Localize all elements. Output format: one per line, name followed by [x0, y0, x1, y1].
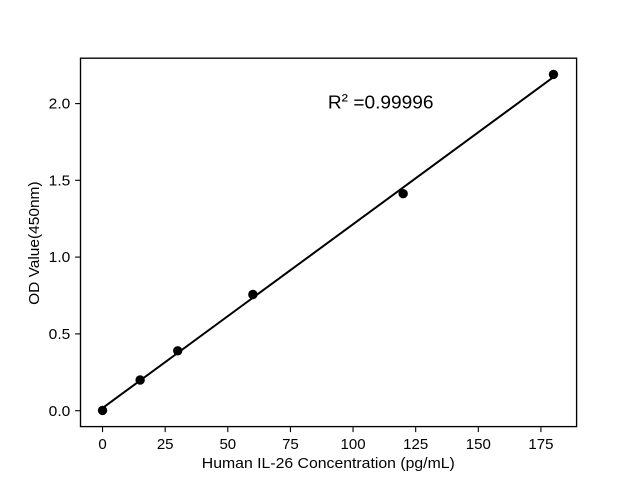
svg-text:1.0: 1.0 [49, 249, 71, 266]
svg-text:OD Value(450nm): OD Value(450nm) [26, 181, 43, 305]
svg-text:125: 125 [403, 436, 428, 453]
svg-text:2.0: 2.0 [49, 96, 71, 113]
svg-text:0: 0 [98, 436, 106, 453]
svg-text:0.5: 0.5 [49, 326, 71, 343]
svg-text:75: 75 [282, 436, 299, 453]
svg-text:50: 50 [219, 436, 236, 453]
svg-text:Human IL-26 Concentration (pg/: Human IL-26 Concentration (pg/mL) [202, 455, 455, 472]
svg-text:150: 150 [466, 436, 491, 453]
svg-text:1.5: 1.5 [49, 172, 71, 189]
svg-text:175: 175 [528, 436, 553, 453]
svg-text:0.0: 0.0 [49, 403, 71, 420]
svg-text:R² =0.99996: R² =0.99996 [328, 91, 434, 113]
svg-text:25: 25 [157, 436, 174, 453]
svg-text:100: 100 [341, 436, 366, 453]
